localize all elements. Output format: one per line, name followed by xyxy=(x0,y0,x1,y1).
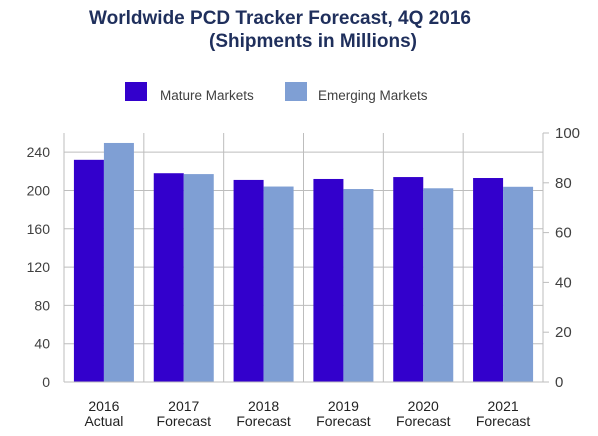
chart-grid xyxy=(63,133,544,383)
chart-axes xyxy=(63,132,549,383)
left-axis-tick-label: 200 xyxy=(27,182,51,198)
bar-emerging-markets-2018 xyxy=(263,186,294,382)
legend-label-emerging-markets: Emerging Markets xyxy=(318,88,428,103)
right-axis-tick-label: 0 xyxy=(555,374,563,391)
left-axis-tick-label: 240 xyxy=(27,144,51,160)
legend-label-mature-markets: Mature Markets xyxy=(160,88,254,103)
left-axis-tick-label: 120 xyxy=(27,259,51,275)
bar-mature-markets-2019 xyxy=(313,178,344,382)
chart-legend: Mature Markets Emerging Markets xyxy=(125,82,428,103)
bar-emerging-markets-2017 xyxy=(183,174,214,382)
x-axis-label-status: Actual xyxy=(84,413,123,429)
bar-emerging-markets-2016 xyxy=(103,142,134,382)
x-axis-label-status: Forecast xyxy=(236,413,291,429)
legend-swatch-mature-markets xyxy=(125,82,147,101)
x-axis-label-year: 2020 xyxy=(408,398,439,414)
bar-mature-markets-2021 xyxy=(473,178,504,382)
bar-mature-markets-2017 xyxy=(153,173,184,382)
left-axis-tick-label: 40 xyxy=(34,336,50,352)
left-axis-tick-label: 80 xyxy=(34,297,50,313)
bar-emerging-markets-2021 xyxy=(503,186,534,382)
right-axis-tick-label: 40 xyxy=(555,274,572,291)
bar-mature-markets-2020 xyxy=(393,177,424,382)
x-axis-label-status: Forecast xyxy=(316,413,371,429)
right-axis-tick-label: 100 xyxy=(555,125,580,142)
x-axis-label-year: 2016 xyxy=(88,398,119,414)
left-axis-tick-label: 0 xyxy=(42,374,50,390)
left-axis-tick-label: 160 xyxy=(27,221,51,237)
chart-title-line-2: (Shipments in Millions) xyxy=(209,31,417,52)
x-axis-label-year: 2019 xyxy=(328,398,359,414)
bar-mature-markets-2018 xyxy=(233,179,264,382)
x-axis-label-status: Forecast xyxy=(476,413,531,429)
bar-mature-markets-2016 xyxy=(73,159,104,382)
right-axis-tick-label: 80 xyxy=(555,175,572,192)
chart-bars xyxy=(73,142,534,382)
x-axis-label-year: 2017 xyxy=(168,398,199,414)
x-axis-label-status: Forecast xyxy=(157,413,212,429)
bar-emerging-markets-2019 xyxy=(343,189,374,382)
right-axis-tick-label: 60 xyxy=(555,225,572,242)
x-axis-label-year: 2021 xyxy=(488,398,519,414)
legend-swatch-emerging-markets xyxy=(285,82,307,101)
chart-title-line-1: Worldwide PCD Tracker Forecast, 4Q 2016 xyxy=(89,8,471,29)
bar-emerging-markets-2020 xyxy=(423,188,454,382)
right-axis-tick-label: 20 xyxy=(555,324,572,341)
x-axis-label-status: Forecast xyxy=(396,413,451,429)
x-axis-label-year: 2018 xyxy=(248,398,279,414)
